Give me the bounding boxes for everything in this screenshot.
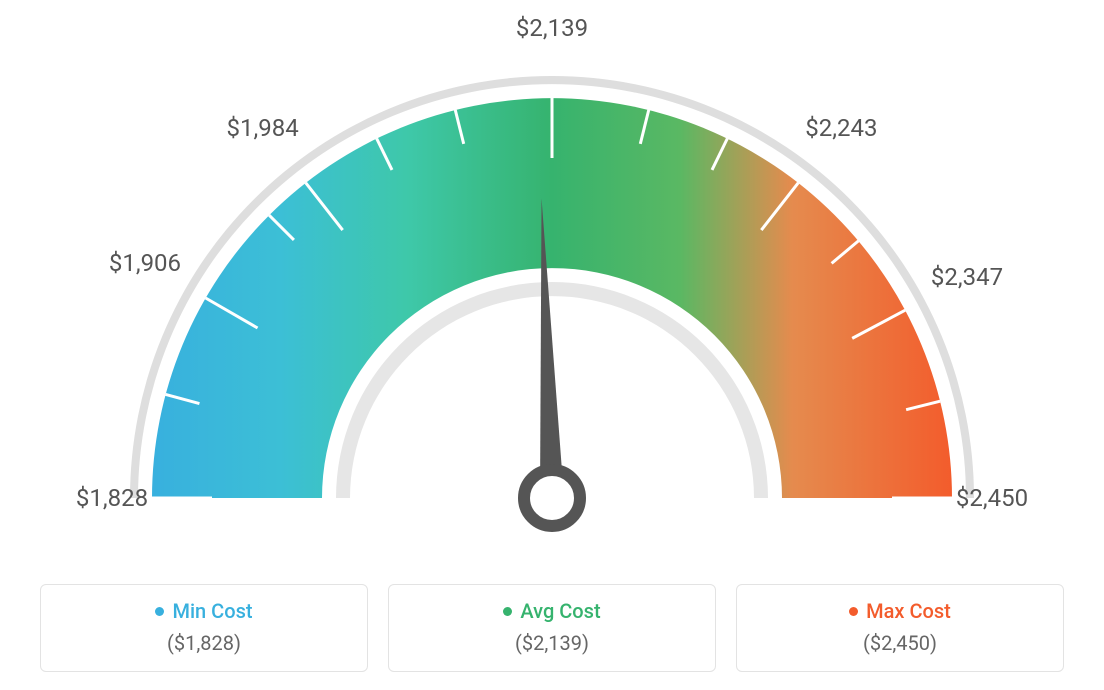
gauge-tick-label: $1,906 (109, 249, 181, 277)
gauge-area: $1,828 $1,906 $1,984 $2,139 $2,243 $2,347 $2,4… (0, 0, 1104, 560)
legend-min-value: ($1,828) (51, 631, 357, 655)
legend-max-value: ($2,450) (747, 631, 1053, 655)
chart-container: $1,828 $1,906 $1,984 $2,139 $2,243 $2,347 $2,4… (0, 0, 1104, 690)
legend-max-title: Max Cost (849, 599, 951, 623)
gauge-tick-label: $1,828 (76, 484, 148, 512)
gauge-tick-label: $2,450 (956, 484, 1028, 512)
legend-row: Min Cost ($1,828) Avg Cost ($2,139) Max … (40, 584, 1064, 672)
gauge-tick-label: $2,243 (805, 114, 877, 142)
gauge-tick-label: $2,347 (931, 263, 1003, 291)
gauge-tick-label: $1,984 (227, 114, 299, 142)
legend-avg-title: Avg Cost (503, 599, 600, 623)
legend-card-avg: Avg Cost ($2,139) (388, 584, 716, 672)
legend-card-min: Min Cost ($1,828) (40, 584, 368, 672)
gauge-tick-label: $2,139 (516, 14, 588, 42)
legend-avg-value: ($2,139) (399, 631, 705, 655)
legend-min-title: Min Cost (155, 599, 252, 623)
legend-card-max: Max Cost ($2,450) (736, 584, 1064, 672)
